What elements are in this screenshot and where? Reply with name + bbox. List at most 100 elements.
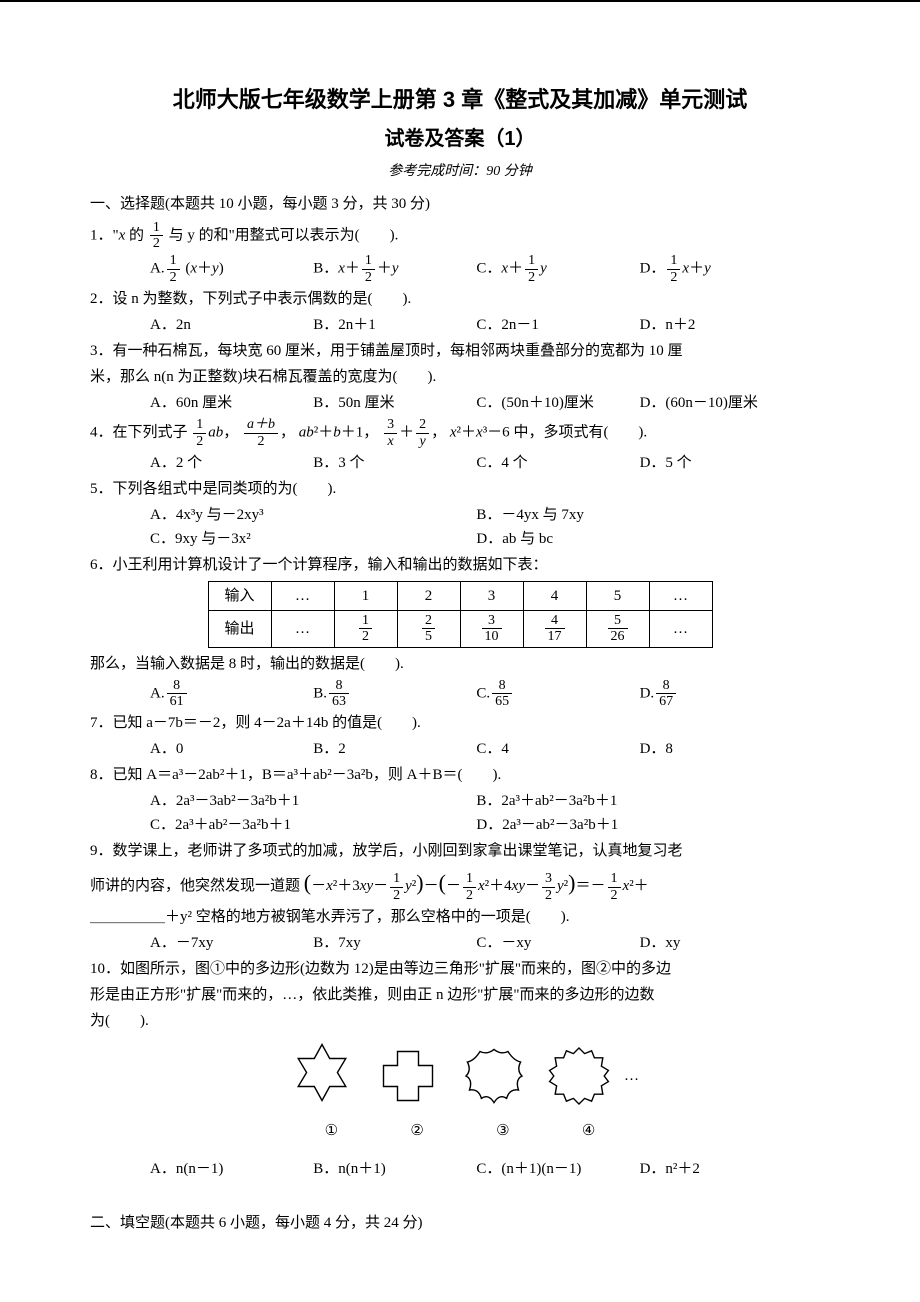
q1-options: A.12 (x＋y) B．x＋12＋y C．x＋12y D．12x＋y [150, 253, 830, 285]
q2-options: A．2n B．2n＋1 C．2n－1 D．n＋2 [150, 313, 830, 337]
question-10-line3: 为( ). [90, 1009, 830, 1033]
q9-line2-pre: 师讲的内容，他突然发现一道题 [90, 878, 300, 894]
q6-opt-a: A.861 [150, 678, 313, 710]
question-5: 5．下列各组式中是同类项的为( ). [90, 477, 830, 501]
shape-figures: … [90, 1041, 830, 1111]
q5-options: A．4x³y 与－2xy³ B．－4yx 与 7xy C．9xy 与－3x² D… [150, 503, 830, 551]
row-label-input: 输入 [208, 581, 271, 610]
question-3-line2: 米，那么 n(n 为正整数)块石棉瓦覆盖的宽度为( ). [90, 365, 830, 389]
q7-opt-c: C．4 [476, 737, 639, 761]
dots-cell: … [271, 581, 334, 610]
in-1: 1 [334, 581, 397, 610]
shape-3-icon [459, 1041, 529, 1111]
dots-cell: … [271, 610, 334, 647]
q4-opt-d: D．5 个 [640, 451, 803, 475]
shape-labels: ① ② ③ ④ [90, 1119, 830, 1143]
q10-opt-d: D．n²＋2 [640, 1157, 803, 1181]
q5-opt-b: B．－4yx 与 7xy [476, 503, 802, 527]
q2-opt-a: A．2n [150, 313, 313, 337]
q10-opt-a: A．n(n－1) [150, 1157, 313, 1181]
out-5: 526 [586, 610, 649, 647]
in-5: 5 [586, 581, 649, 610]
q6-tail: 那么，当输入数据是 8 时，输出的数据是( ). [90, 652, 830, 676]
q6-opt-b: B.863 [313, 678, 476, 710]
q6-opt-c: C.865 [476, 678, 639, 710]
q10-options: A．n(n－1) B．n(n＋1) C．(n＋1)(n－1) D．n²＋2 [150, 1157, 830, 1181]
in-2: 2 [397, 581, 460, 610]
q10-opt-c: C．(n＋1)(n－1) [476, 1157, 639, 1181]
time-note: 参考完成时间：90 分钟 [90, 161, 830, 183]
q8-opt-d: D．2a³－ab²－3a²b＋1 [476, 813, 802, 837]
question-7: 7．已知 a－7b＝－2，则 4－2a＋14b 的值是( ). [90, 711, 830, 735]
question-8: 8．已知 A＝a³－2ab²＋1，B＝a³＋ab²－3a²b，则 A＋B＝( )… [90, 763, 830, 787]
q3-opt-d: D．(60n－10)厘米 [640, 391, 803, 415]
q3-opt-c: C．(50n＋10)厘米 [476, 391, 639, 415]
q10-opt-b: B．n(n＋1) [313, 1157, 476, 1181]
page-subtitle: 试卷及答案（1） [90, 123, 830, 155]
question-3-line1: 3．有一种石棉瓦，每块宽 60 厘米，用于铺盖屋顶时，每相邻两块重叠部分的宽都为… [90, 339, 830, 363]
q4-opt-c: C．4 个 [476, 451, 639, 475]
q5-opt-c: C．9xy 与－3x² [150, 527, 476, 551]
q7-options: A．0 B．2 C．4 D．8 [150, 737, 830, 761]
dots-cell: … [649, 581, 712, 610]
page-title: 北师大版七年级数学上册第 3 章《整式及其加减》单元测试 [90, 82, 830, 117]
out-3: 310 [460, 610, 523, 647]
label-4: ④ [548, 1119, 630, 1143]
q9-options: A．－7xy B．7xy C．－xy D．xy [150, 931, 830, 955]
q4-opt-a: A．2 个 [150, 451, 313, 475]
out-4: 417 [523, 610, 586, 647]
q1-opt-d: D．12x＋y [640, 253, 803, 285]
q7-opt-a: A．0 [150, 737, 313, 761]
q5-opt-d: D．ab 与 bc [476, 527, 802, 551]
q1-stem-mid: 与 y 的和"用整式可以表示为( ). [169, 227, 399, 243]
question-9-line1: 9．数学课上，老师讲了多项式的加减，放学后，小刚回到家拿出课堂笔记，认真地复习老 [90, 839, 830, 863]
q8-opt-b: B．2a³＋ab²－3a²b＋1 [476, 789, 802, 813]
question-6: 6．小王利用计算机设计了一个计算程序，输入和输出的数据如下表： [90, 553, 830, 577]
q1-opt-c: C．x＋12y [476, 253, 639, 285]
io-table: 输入 … 1 2 3 4 5 … 输出 … 12 25 310 417 526 … [208, 581, 713, 648]
q7-opt-d: D．8 [640, 737, 803, 761]
in-3: 3 [460, 581, 523, 610]
label-2: ② [376, 1119, 458, 1143]
q3-opt-a: A．60n 厘米 [150, 391, 313, 415]
q3-opt-b: B．50n 厘米 [313, 391, 476, 415]
q9-opt-a: A．－7xy [150, 931, 313, 955]
question-2: 2．设 n 为整数，下列式子中表示偶数的是( ). [90, 287, 830, 311]
dots-cell: … [649, 610, 712, 647]
q8-opt-c: C．2a³＋ab²－3a²b＋1 [150, 813, 476, 837]
q4-stem-pre: 4．在下列式子 [90, 424, 188, 440]
shape-1-icon [287, 1041, 357, 1111]
question-9-line3: ＿＿＿＿＿＋y² 空格的地方被钢笔水弄污了，那么空格中的一项是( ). [90, 905, 830, 929]
q4-options: A．2 个 B．3 个 C．4 个 D．5 个 [150, 451, 830, 475]
question-10-line2: 形是由正方形"扩展"而来的，…，依此类推，则由正 n 边形"扩展"而来的多边形的… [90, 983, 830, 1007]
question-9-line2: 师讲的内容，他突然发现一道题 (－x²＋3xy－12y²)－(－12x²＋4xy… [90, 865, 830, 902]
in-4: 4 [523, 581, 586, 610]
q5-opt-a: A．4x³y 与－2xy³ [150, 503, 476, 527]
question-4: 4．在下列式子 12ab， a＋b2， ab²＋b＋1， 3x＋2y， x²＋x… [90, 417, 830, 449]
q4-stem-post: 中，多项式有( ). [513, 424, 647, 440]
q2-opt-d: D．n＋2 [640, 313, 803, 337]
q9-opt-d: D．xy [640, 931, 803, 955]
out-1: 12 [334, 610, 397, 647]
shape-2-icon [373, 1041, 443, 1111]
q1-stem-pre: 1．" [90, 227, 119, 243]
section-1-heading: 一、选择题(本题共 10 小题，每小题 3 分，共 30 分) [90, 192, 830, 216]
q1-opt-a: A.12 (x＋y) [150, 253, 313, 285]
question-10-line1: 10．如图所示，图①中的多边形(边数为 12)是由等边三角形"扩展"而来的，图②… [90, 957, 830, 981]
q6-options: A.861 B.863 C.865 D.867 [150, 678, 830, 710]
table-row-output: 输出 … 12 25 310 417 526 … [208, 610, 712, 647]
section-2-heading: 二、填空题(本题共 6 小题，每小题 4 分，共 24 分) [90, 1211, 830, 1235]
q8-opt-a: A．2a³－3ab²－3a²b＋1 [150, 789, 476, 813]
label-3: ③ [462, 1119, 544, 1143]
q8-options: A．2a³－3ab²－3a²b＋1 B．2a³＋ab²－3a²b＋1 C．2a³… [150, 789, 830, 837]
shape-4-icon [544, 1041, 614, 1111]
ellipsis-icon: … [624, 1068, 639, 1084]
q9-opt-c: C．－xy [476, 931, 639, 955]
out-2: 25 [397, 610, 460, 647]
label-1: ① [290, 1119, 372, 1143]
q2-opt-c: C．2n－1 [476, 313, 639, 337]
question-1: 1．"x 的 12 与 y 的和"用整式可以表示为( ). [90, 220, 830, 252]
table-row-input: 输入 … 1 2 3 4 5 … [208, 581, 712, 610]
q9-opt-b: B．7xy [313, 931, 476, 955]
q3-options: A．60n 厘米 B．50n 厘米 C．(50n＋10)厘米 D．(60n－10… [150, 391, 830, 415]
